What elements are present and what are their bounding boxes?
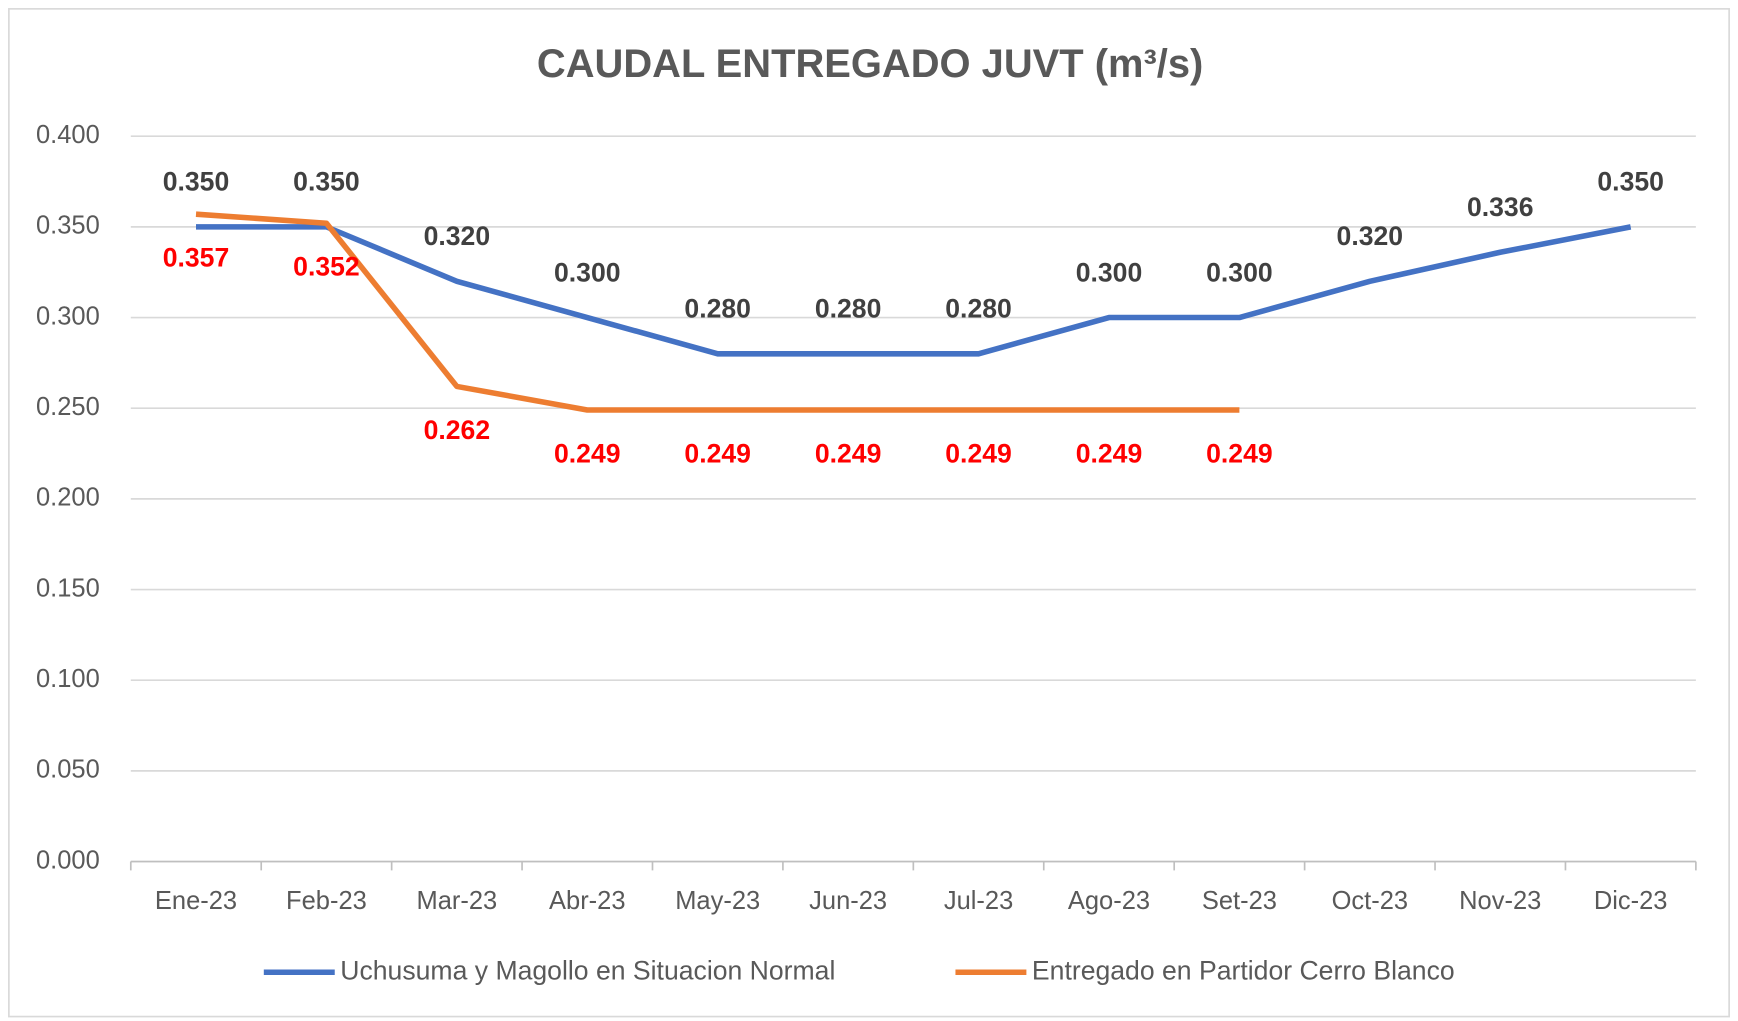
data-label: 0.300 xyxy=(1076,257,1143,287)
y-tick-label: 0.400 xyxy=(36,121,100,149)
data-label: 0.249 xyxy=(684,438,751,468)
data-label: 0.352 xyxy=(293,252,360,282)
legend-label: Entregado en Partidor Cerro Blanco xyxy=(1032,955,1455,985)
data-label: 0.300 xyxy=(1206,257,1273,287)
x-tick-label: Ene-23 xyxy=(155,887,237,915)
x-tick-label: Feb-23 xyxy=(286,887,367,915)
data-label: 0.280 xyxy=(684,294,751,324)
y-tick-label: 0.100 xyxy=(36,665,100,693)
data-label: 0.249 xyxy=(1206,438,1273,468)
y-tick-label: 0.000 xyxy=(36,846,100,874)
x-tick-label: Nov-23 xyxy=(1459,887,1541,915)
data-label: 0.357 xyxy=(163,243,230,273)
data-label: 0.249 xyxy=(554,438,621,468)
data-label: 0.320 xyxy=(424,221,491,251)
x-tick-label: Ago-23 xyxy=(1068,887,1150,915)
x-tick-label: Mar-23 xyxy=(416,887,497,915)
legend-label: Uchusuma y Magollo en Situacion Normal xyxy=(340,955,835,985)
y-tick-label: 0.200 xyxy=(36,484,100,512)
x-tick-label: Abr-23 xyxy=(549,887,625,915)
data-label: 0.336 xyxy=(1467,192,1534,222)
x-tick-label: May-23 xyxy=(675,887,760,915)
y-tick-label: 0.050 xyxy=(36,756,100,784)
x-tick-label: Dic-23 xyxy=(1594,887,1668,915)
data-label: 0.262 xyxy=(424,415,491,445)
data-label: 0.249 xyxy=(1076,438,1143,468)
y-tick-label: 0.300 xyxy=(36,302,100,330)
chart-border xyxy=(8,8,1730,1018)
y-tick-label: 0.350 xyxy=(36,212,100,240)
data-label: 0.350 xyxy=(163,167,230,197)
data-label: 0.249 xyxy=(945,438,1012,468)
data-label: 0.350 xyxy=(293,167,360,197)
x-tick-label: Oct-23 xyxy=(1332,887,1408,915)
x-tick-label: Set-23 xyxy=(1202,887,1277,915)
x-tick-label: Jul-23 xyxy=(944,887,1013,915)
data-label: 0.280 xyxy=(815,294,882,324)
data-label: 0.280 xyxy=(945,294,1012,324)
data-label: 0.300 xyxy=(554,257,621,287)
data-label: 0.320 xyxy=(1337,221,1404,251)
x-tick-label: Jun-23 xyxy=(809,887,887,915)
y-tick-label: 0.150 xyxy=(36,574,100,602)
series-line xyxy=(195,211,1240,413)
series-line xyxy=(196,224,1632,357)
data-label: 0.249 xyxy=(815,438,882,468)
chart-title: CAUDAL ENTREGADO JUVT (m³/s) xyxy=(537,42,1203,86)
y-tick-label: 0.250 xyxy=(36,393,100,421)
data-label: 0.350 xyxy=(1597,167,1664,197)
